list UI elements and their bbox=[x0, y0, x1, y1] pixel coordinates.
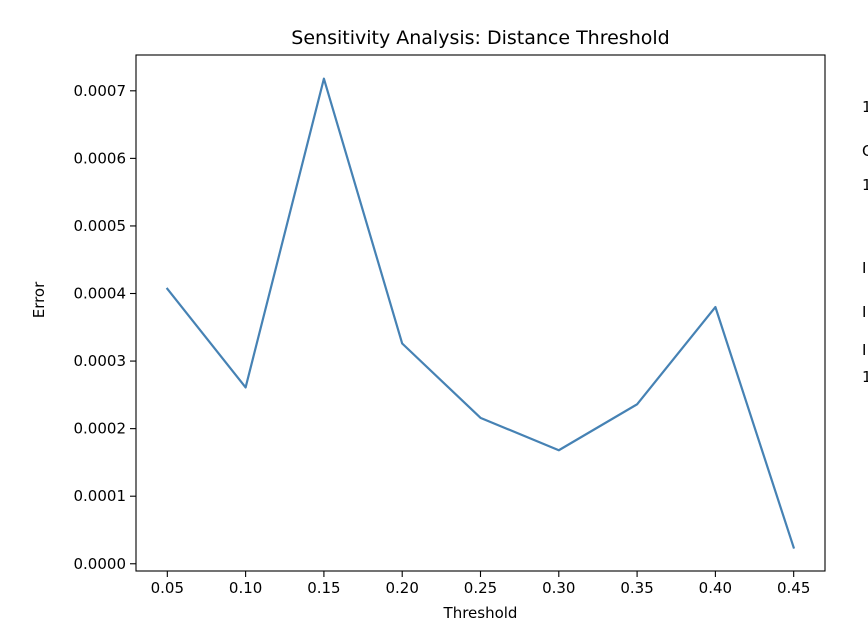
y-tick-label: 0.0005 bbox=[74, 217, 127, 235]
edge-glyph: I bbox=[862, 259, 866, 277]
x-tick-label: 0.15 bbox=[307, 579, 340, 597]
x-tick-label: 0.45 bbox=[777, 579, 810, 597]
chart-title: Sensitivity Analysis: Distance Threshold bbox=[291, 27, 669, 49]
edge-glyph: I bbox=[862, 303, 866, 321]
y-tick-label: 0.0007 bbox=[74, 82, 127, 100]
y-tick-label: 0.0001 bbox=[74, 487, 127, 505]
y-tick-label: 0.0006 bbox=[74, 149, 127, 167]
edge-glyph: 1 bbox=[862, 98, 868, 116]
y-tick-label: 0.0002 bbox=[74, 420, 127, 438]
y-tick-label: 0.0000 bbox=[74, 555, 127, 573]
x-tick-label: 0.40 bbox=[699, 579, 732, 597]
y-tick-label: 0.0003 bbox=[74, 352, 127, 370]
x-tick-label: 0.05 bbox=[151, 579, 184, 597]
y-axis-label: Error bbox=[30, 281, 48, 318]
series-line bbox=[165, 77, 796, 549]
x-tick-label: 0.10 bbox=[229, 579, 262, 597]
x-tick-label: 0.35 bbox=[620, 579, 653, 597]
x-axis-label: Threshold bbox=[443, 604, 518, 622]
y-tick-label: 0.0004 bbox=[74, 285, 127, 303]
x-tick-label: 0.20 bbox=[386, 579, 419, 597]
edge-glyph: I bbox=[862, 341, 866, 359]
x-tick-label: 0.30 bbox=[542, 579, 575, 597]
plot-area: 0.05 0.10 0.15 0.20 0.25 0.30 0.35 0.40 0.45 0.00… bbox=[74, 54, 826, 597]
cropped-side-text: 1 C 1 I I I 1 bbox=[862, 98, 868, 386]
edge-glyph: 1 bbox=[862, 368, 868, 386]
edge-glyph: 1 bbox=[862, 176, 868, 194]
edge-glyph: C bbox=[862, 142, 868, 160]
x-tick-label: 0.25 bbox=[464, 579, 497, 597]
